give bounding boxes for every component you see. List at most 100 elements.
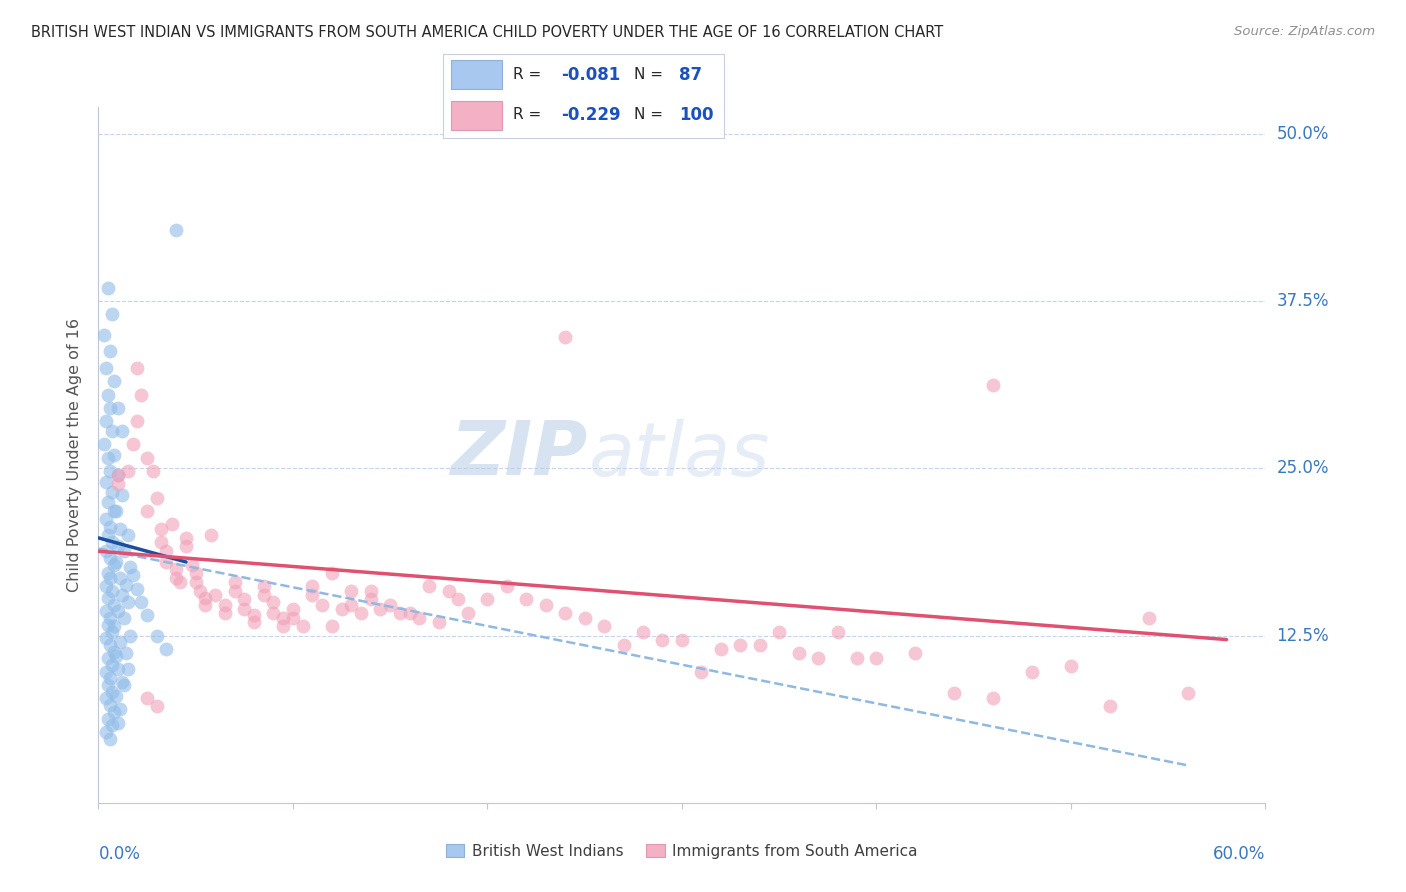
Point	[103, 619, 125, 633]
Point	[93, 327, 115, 342]
Point	[112, 611, 135, 625]
Point	[97, 566, 120, 580]
Point	[1021, 665, 1043, 679]
Point	[710, 642, 733, 657]
Point	[96, 512, 118, 526]
Point	[496, 579, 519, 593]
Point	[200, 528, 222, 542]
Point	[118, 560, 141, 574]
Point	[111, 424, 134, 438]
Point	[865, 651, 887, 665]
Point	[613, 638, 636, 652]
Point	[122, 437, 145, 451]
Point	[97, 494, 120, 508]
Point	[253, 579, 276, 593]
Point	[787, 646, 810, 660]
Point	[107, 467, 129, 482]
Point	[108, 571, 131, 585]
Point	[291, 619, 314, 633]
Point	[330, 602, 353, 616]
Point	[101, 685, 124, 699]
Point	[574, 611, 596, 625]
Point	[224, 584, 246, 599]
Point	[101, 485, 124, 500]
Point	[380, 598, 402, 612]
Point	[103, 558, 125, 572]
Point	[98, 520, 121, 534]
Point	[271, 611, 294, 625]
Point	[96, 691, 118, 706]
Point	[97, 651, 120, 665]
Point	[108, 702, 131, 716]
Text: 87: 87	[679, 66, 702, 84]
Point	[127, 361, 149, 376]
Point	[981, 378, 1004, 392]
Point	[301, 579, 323, 593]
Point	[136, 691, 159, 706]
Point	[112, 544, 135, 558]
Point	[96, 361, 118, 376]
Point	[321, 566, 343, 580]
Text: BRITISH WEST INDIAN VS IMMIGRANTS FROM SOUTH AMERICA CHILD POVERTY UNDER THE AGE: BRITISH WEST INDIAN VS IMMIGRANTS FROM S…	[31, 25, 943, 40]
Point	[136, 608, 159, 623]
Point	[162, 517, 184, 532]
Point	[98, 672, 121, 686]
Point	[427, 615, 450, 630]
Point	[103, 504, 125, 518]
Point	[111, 589, 134, 603]
Y-axis label: Child Poverty Under the Age of 16: Child Poverty Under the Age of 16	[67, 318, 83, 592]
Point	[107, 715, 129, 730]
Point	[165, 562, 187, 576]
Point	[107, 477, 129, 491]
Point	[117, 595, 139, 609]
Point	[101, 584, 124, 599]
Point	[101, 424, 124, 438]
Text: 25.0%: 25.0%	[1277, 459, 1329, 477]
Point	[671, 632, 693, 647]
Point	[554, 330, 576, 344]
Point	[103, 448, 125, 462]
Point	[142, 464, 165, 478]
Point	[117, 528, 139, 542]
Point	[233, 602, 256, 616]
Point	[111, 488, 134, 502]
Point	[107, 605, 129, 619]
Point	[515, 592, 537, 607]
Point	[96, 475, 118, 489]
Point	[107, 539, 129, 553]
Point	[112, 678, 135, 692]
Text: 0.0%: 0.0%	[98, 845, 141, 863]
Point	[98, 551, 121, 566]
Point	[108, 521, 131, 535]
Point	[127, 582, 149, 596]
Point	[301, 589, 323, 603]
Point	[107, 467, 129, 482]
Bar	[451, 61, 502, 89]
Point	[108, 635, 131, 649]
Point	[104, 555, 127, 569]
Text: 12.5%: 12.5%	[1277, 626, 1329, 645]
Point	[107, 662, 129, 676]
Point	[101, 658, 124, 673]
Point	[748, 638, 770, 652]
Point	[104, 689, 127, 703]
Point	[631, 624, 654, 639]
Point	[408, 611, 430, 625]
Point	[340, 598, 363, 612]
Point	[1060, 659, 1083, 673]
Text: -0.229: -0.229	[561, 105, 620, 123]
Point	[827, 624, 849, 639]
Point	[101, 718, 124, 732]
Point	[97, 617, 120, 632]
Point	[97, 712, 120, 726]
Point	[340, 584, 363, 599]
Point	[97, 528, 120, 542]
Point	[101, 307, 124, 322]
Point	[165, 571, 187, 585]
Point	[174, 539, 197, 553]
Point	[593, 619, 616, 633]
Point	[169, 575, 191, 590]
Text: atlas: atlas	[589, 419, 770, 491]
Point	[146, 699, 169, 714]
Point	[98, 343, 121, 358]
